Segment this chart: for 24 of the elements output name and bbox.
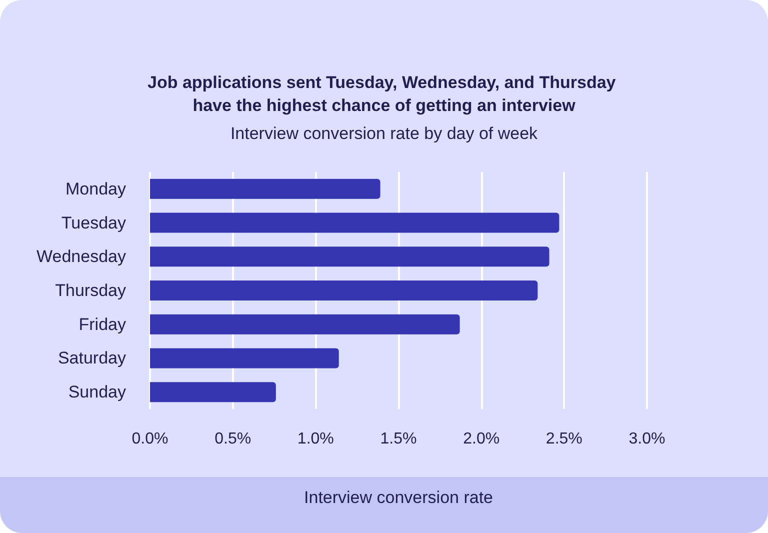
y-tick-label: Sunday: [68, 382, 126, 402]
bar: [150, 348, 339, 368]
x-tick-label: 2.5%: [546, 430, 582, 448]
x-axis-title: Interview conversion rate: [304, 488, 493, 507]
bar: [150, 314, 460, 334]
bar: [150, 280, 538, 300]
x-tick-label: 1.5%: [380, 430, 417, 448]
x-tick-label: 2.0%: [463, 430, 500, 448]
x-tick-label: 1.0%: [297, 430, 334, 448]
chart-subtitle: Interview conversion rate by day of week: [230, 124, 538, 143]
bar: [150, 178, 380, 199]
y-tick-label: Tuesday: [61, 213, 126, 232]
bar: [150, 246, 550, 267]
bar: [150, 382, 276, 402]
y-tick-label: Wednesday: [36, 247, 126, 266]
x-tick-label: 0.0%: [132, 430, 168, 448]
x-tick-label: 3.0%: [628, 430, 666, 448]
bar: [150, 212, 560, 233]
y-tick-label: Saturday: [58, 348, 126, 368]
y-tick-label: Thursday: [55, 281, 126, 300]
y-tick-label: Friday: [78, 314, 126, 334]
x-tick-label: 0.5%: [214, 430, 252, 448]
y-tick-label: Monday: [66, 179, 126, 198]
chart-title: Job applications sent Tuesday, Wednesday, and Thursday have the highest chance of getting an interview: [148, 73, 620, 115]
